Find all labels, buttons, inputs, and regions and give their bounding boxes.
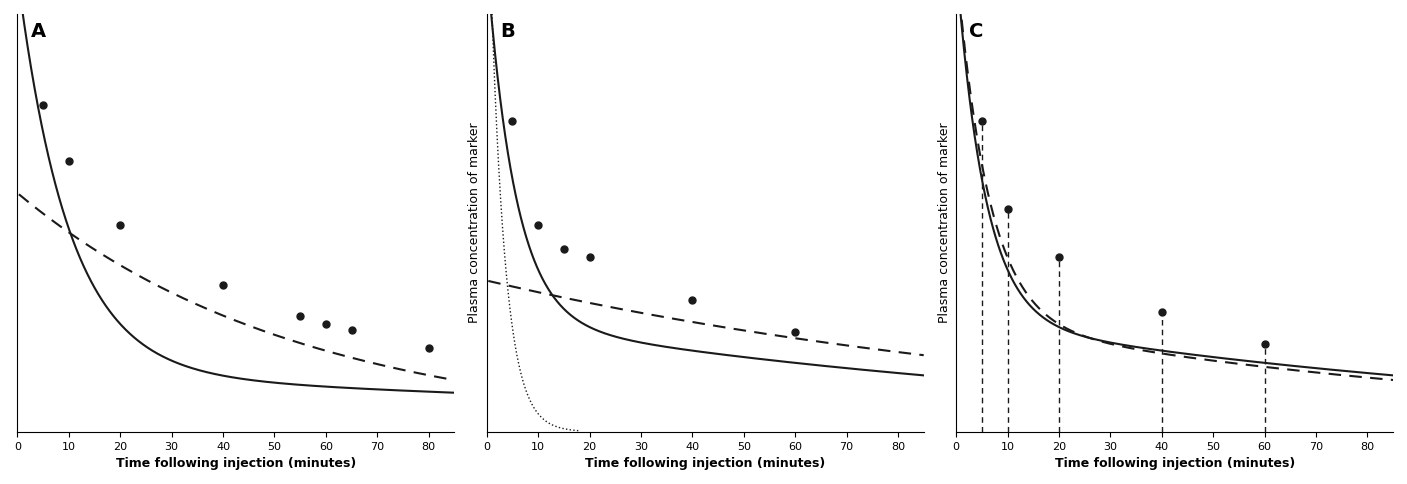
X-axis label: Time following injection (minutes): Time following injection (minutes): [1054, 457, 1294, 470]
Text: C: C: [969, 22, 983, 41]
X-axis label: Time following injection (minutes): Time following injection (minutes): [115, 457, 356, 470]
X-axis label: Time following injection (minutes): Time following injection (minutes): [585, 457, 826, 470]
Text: A: A: [31, 22, 45, 41]
Y-axis label: Plasma concentration of marker: Plasma concentration of marker: [469, 122, 481, 323]
Text: B: B: [499, 22, 515, 41]
Y-axis label: Plasma concentration of marker: Plasma concentration of marker: [937, 122, 951, 323]
